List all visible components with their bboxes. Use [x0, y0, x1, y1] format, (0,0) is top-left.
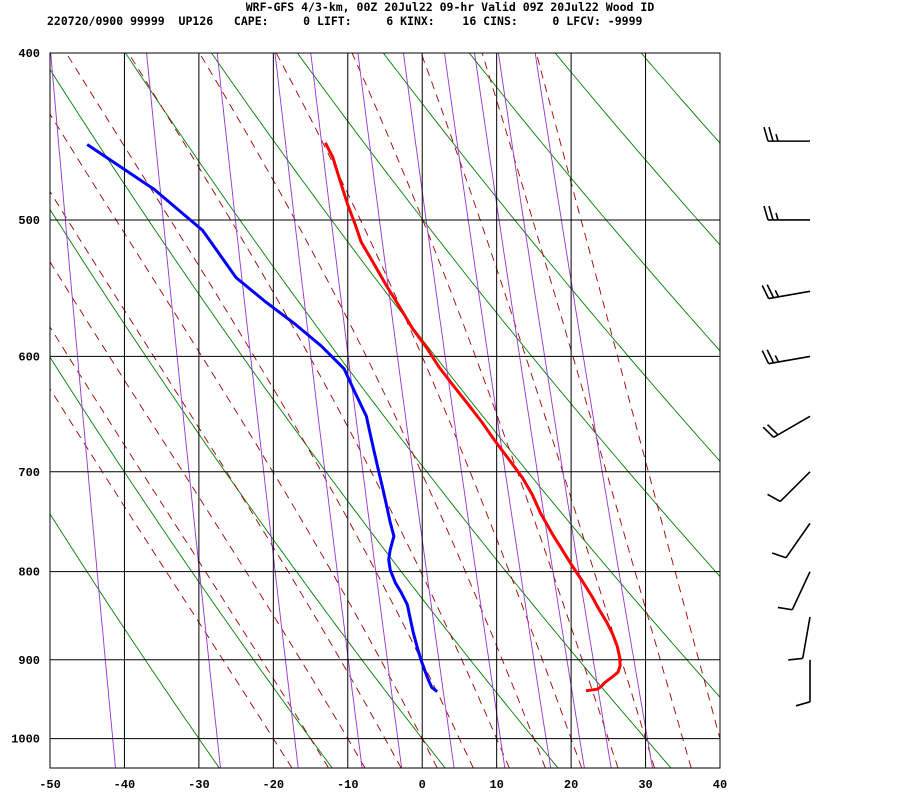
- y-tick-label: 1000: [11, 733, 40, 747]
- wind-barb: [771, 522, 811, 559]
- moist-adiabat: [50, 260, 366, 768]
- x-tick-label: -50: [39, 778, 61, 792]
- wind-barb-shaft: [785, 522, 811, 559]
- axis-tick-labels: -50 -40 -30 -20 -10 0 10 20 30 40 400 500 600 700 800 9…: [11, 47, 727, 792]
- wind-barb-flag: [795, 701, 811, 707]
- wind-barb-shaft: [791, 571, 811, 611]
- wind-barb-half-flag: [774, 289, 780, 298]
- wind-barb-half-flag: [774, 355, 780, 363]
- wind-barb: [762, 415, 811, 438]
- moist-adiabat: [275, 53, 583, 768]
- mixing-ratio-line: [402, 53, 506, 768]
- moist-adiabat: [50, 190, 402, 768]
- mixing-ratio-line: [146, 53, 221, 768]
- dry-adiabat: [50, 208, 446, 768]
- wind-barb: [767, 471, 811, 503]
- wind-barb: [761, 349, 811, 365]
- dry-adiabat: [813, 53, 900, 768]
- wind-barb-flag: [761, 350, 770, 365]
- wind-barb: [761, 284, 811, 300]
- sounding-profiles: [86, 142, 622, 693]
- wind-barb: [763, 126, 810, 142]
- x-tick-label: -10: [337, 778, 359, 792]
- wind-barb-shaft: [801, 616, 811, 659]
- wind-barb-flag: [788, 657, 803, 661]
- y-tick-label: 700: [18, 466, 40, 480]
- dry-adiabat: [727, 53, 900, 768]
- x-tick-label: -40: [114, 778, 136, 792]
- sounding-header: WRF-GFS 4/3-km, 00Z 20Jul22 09-hr Valid …: [0, 0, 900, 34]
- wind-barb-flag: [763, 126, 769, 142]
- wind-barb-flag: [768, 126, 774, 142]
- mixing-ratio-line: [497, 53, 612, 768]
- dry-adiabat: [50, 513, 220, 768]
- wind-barb-half-flag: [775, 133, 779, 142]
- y-tick-label: 800: [18, 566, 40, 580]
- dry-adiabat: [211, 53, 720, 698]
- dry-adiabat: [640, 53, 720, 144]
- x-tick-label: 10: [489, 778, 503, 792]
- y-tick-label: 400: [18, 47, 40, 61]
- moist-adiabat: [351, 53, 619, 768]
- moist-adiabat: [65, 53, 474, 768]
- dry-adiabat: [468, 53, 720, 352]
- mixing-ratio-line: [216, 53, 299, 768]
- dewpoint-profile: [86, 143, 439, 693]
- wind-barb-flag: [767, 493, 781, 503]
- wind-barb-shaft: [768, 355, 811, 365]
- mixing-ratio-line: [444, 53, 552, 768]
- wind-barb: [788, 616, 811, 661]
- wind-barb-flag: [766, 424, 779, 436]
- wind-barb-flag: [771, 552, 787, 559]
- wind-barb: [795, 659, 811, 707]
- x-tick-label: 40: [713, 778, 727, 792]
- mixing-ratio-line: [50, 53, 116, 768]
- dry-adiabat: [382, 53, 720, 463]
- moist-adiabat: [481, 53, 692, 768]
- dry-adiabat: [554, 53, 720, 246]
- x-tick-label: -20: [263, 778, 285, 792]
- wind-barb-flag: [768, 205, 774, 221]
- wind-barbs: [761, 126, 811, 707]
- x-tick-label: 0: [419, 778, 426, 792]
- moist-adiabat: [50, 326, 329, 768]
- sounding-indices: 220720/0900 99999 UP126 CAPE: 0 LIFT: 6 …: [47, 14, 643, 28]
- wind-barb-flag: [761, 285, 770, 299]
- mixing-ratio-line: [274, 53, 363, 768]
- moist-adiabat: [50, 387, 293, 768]
- temperature-profile: [324, 142, 622, 693]
- moist-adiabat: [199, 53, 546, 768]
- moist-adiabat: [420, 53, 656, 768]
- wind-barb-shaft: [773, 415, 811, 438]
- wind-barb: [777, 571, 811, 611]
- mixing-ratio-line: [474, 53, 585, 768]
- moist-adiabat: [50, 113, 438, 768]
- wind-barb-flag: [777, 606, 793, 611]
- y-tick-label: 900: [18, 654, 40, 668]
- plot-frame: [49, 52, 721, 769]
- dry-adiabat: [297, 53, 720, 578]
- wind-barb-flag: [763, 205, 769, 221]
- wind-barb-flag: [766, 284, 775, 299]
- thermo-background: [50, 53, 900, 768]
- mixing-ratio-line: [357, 53, 455, 768]
- mixing-ratio-line: [310, 53, 403, 768]
- y-tick-label: 500: [18, 214, 40, 228]
- mixing-ratio-line: [534, 53, 653, 768]
- wind-barb-shaft: [768, 290, 811, 300]
- wind-barb-shaft: [779, 471, 811, 503]
- x-tick-label: -30: [188, 778, 210, 792]
- x-tick-label: 20: [564, 778, 578, 792]
- moist-adiabat: [535, 53, 720, 741]
- x-tick-label: 30: [638, 778, 652, 792]
- y-tick-label: 600: [18, 350, 40, 364]
- moist-adiabat: [128, 53, 510, 768]
- wind-barb: [763, 205, 810, 221]
- chart-title: WRF-GFS 4/3-km, 00Z 20Jul22 09-hr Valid …: [245, 0, 655, 14]
- wind-barb-flag: [766, 349, 775, 364]
- dry-adiabat: [50, 68, 559, 768]
- wind-barb-half-flag: [775, 212, 779, 221]
- wind-barb-flag: [762, 426, 775, 438]
